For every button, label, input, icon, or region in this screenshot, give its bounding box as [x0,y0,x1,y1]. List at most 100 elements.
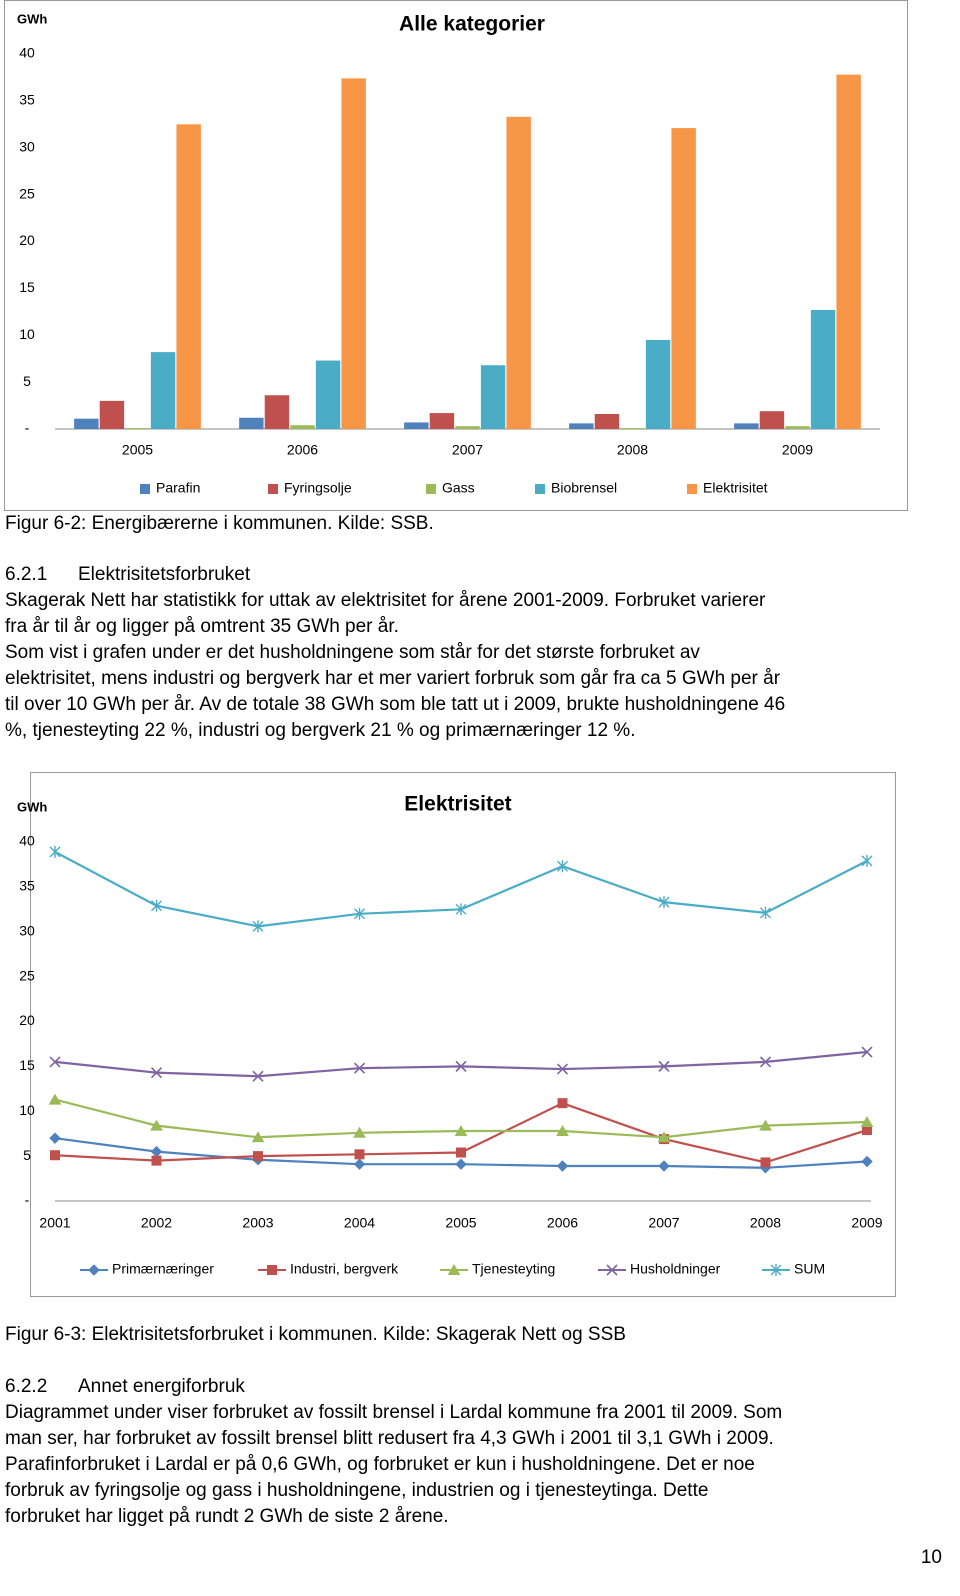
point-marker [354,1149,365,1160]
bar [620,428,645,429]
legend-label: Tjenesteyting [472,1261,555,1277]
legend-label: SUM [794,1261,825,1277]
x-tick-label: 2007 [452,442,483,458]
point-marker [49,1056,61,1068]
legend-label: Elektrisitet [703,480,768,496]
point-marker [353,1062,366,1074]
point-marker [556,1124,569,1136]
legend-label: Fyringsolje [284,480,352,496]
x-tick-label: 2009 [851,1215,882,1231]
x-tick-label: 2001 [39,1215,70,1231]
section-number: 6.2.2 [5,1376,47,1397]
legend-marker [770,1264,782,1276]
point-marker [151,1155,162,1166]
paragraph-line: Diagrammet under viser forbruket av foss… [5,1402,782,1423]
x-tick-label: 2002 [141,1215,172,1231]
y-tick-label: 20 [19,1012,35,1028]
paragraph-line: forbruk av fyringsolje og gass i hushold… [5,1480,708,1501]
y-tick-label: 10 [19,1102,35,1118]
bar [239,417,264,429]
x-tick-label: 2009 [782,442,813,458]
point-marker [658,1060,670,1072]
point-marker [150,1067,163,1079]
y-tick-label: 35 [19,878,35,894]
bar [429,413,455,429]
y-tick-label: 35 [19,92,35,108]
point-marker [557,860,568,873]
point-marker [759,1056,772,1068]
bar [125,428,150,429]
paragraph-line: Skagerak Nett har statistikk for uttak a… [5,590,766,611]
x-tick-label: 2007 [648,1215,679,1231]
bar [150,352,176,429]
x-tick-label: 2006 [547,1215,578,1231]
y-tick-label: 25 [19,967,35,983]
caption: Figur 6-3: Elektrisitetsforbruket i komm… [5,1324,626,1345]
point-marker [354,907,365,920]
y-axis-label: GWh [17,11,47,26]
legend-label: Primærnæringer [112,1261,214,1277]
y-tick-label: 20 [19,232,35,248]
y-tick-label: - [25,1192,30,1208]
legend-swatch [268,484,278,494]
legend-label: Parafin [156,480,200,496]
x-tick-label: 2004 [344,1215,375,1231]
point-marker [861,1155,873,1168]
bar [341,78,366,429]
bar [99,400,125,429]
point-marker [353,1158,366,1170]
bar [264,395,290,429]
point-marker [353,1126,366,1138]
point-marker [455,903,467,916]
legend-swatch [426,484,436,494]
paragraph-line: elektrisitet, mens industri og bergverk … [5,668,781,689]
section-title: Annet energiforbruk [78,1376,245,1397]
bar [810,309,836,429]
point-marker [860,1116,874,1128]
y-tick-label: 25 [19,185,35,201]
legend-marker [447,1264,461,1275]
point-marker [760,1157,771,1168]
page-number: 10 [921,1547,942,1568]
x-tick-label: 2008 [750,1215,781,1231]
bar [315,360,341,429]
y-tick-label: 30 [19,138,35,154]
legend-label: Husholdninger [630,1261,721,1277]
legend-swatch [535,484,545,494]
bar [176,124,201,429]
point-marker [861,854,873,867]
point-marker [50,1150,60,1161]
bar [785,426,810,429]
bar [480,365,506,429]
legend-swatch [140,484,150,494]
point-marker [861,1046,873,1058]
bar [506,116,531,429]
point-marker [252,920,264,933]
point-marker [252,1070,264,1082]
x-tick-label: 2008 [617,442,648,458]
point-marker [253,1151,263,1162]
paragraph-line: fra år til år og ligger på omtrent 35 GW… [5,616,399,637]
point-marker [49,1132,61,1144]
paragraph-line: Som vist i grafen under er det husholdni… [5,642,700,663]
paragraph-line: til over 10 GWh per år. Av de totale 38 … [5,694,785,715]
bar [594,414,620,429]
y-axis-label: GWh [17,799,47,814]
bar [290,425,315,429]
legend-label: Gass [442,480,475,496]
point-marker [151,899,162,912]
chart-title: Alle kategorier [399,13,545,36]
x-tick-label: 2005 [122,442,153,458]
point-marker [557,1098,568,1109]
point-marker [455,1060,467,1072]
point-marker [759,1119,772,1131]
point-marker [48,1093,62,1105]
point-marker [556,1063,569,1075]
point-marker [251,1131,265,1143]
bar [836,74,861,429]
legend-marker [88,1264,100,1276]
point-marker [454,1124,468,1136]
legend-label: Industri, bergverk [290,1261,399,1277]
legend-swatch [687,484,697,494]
